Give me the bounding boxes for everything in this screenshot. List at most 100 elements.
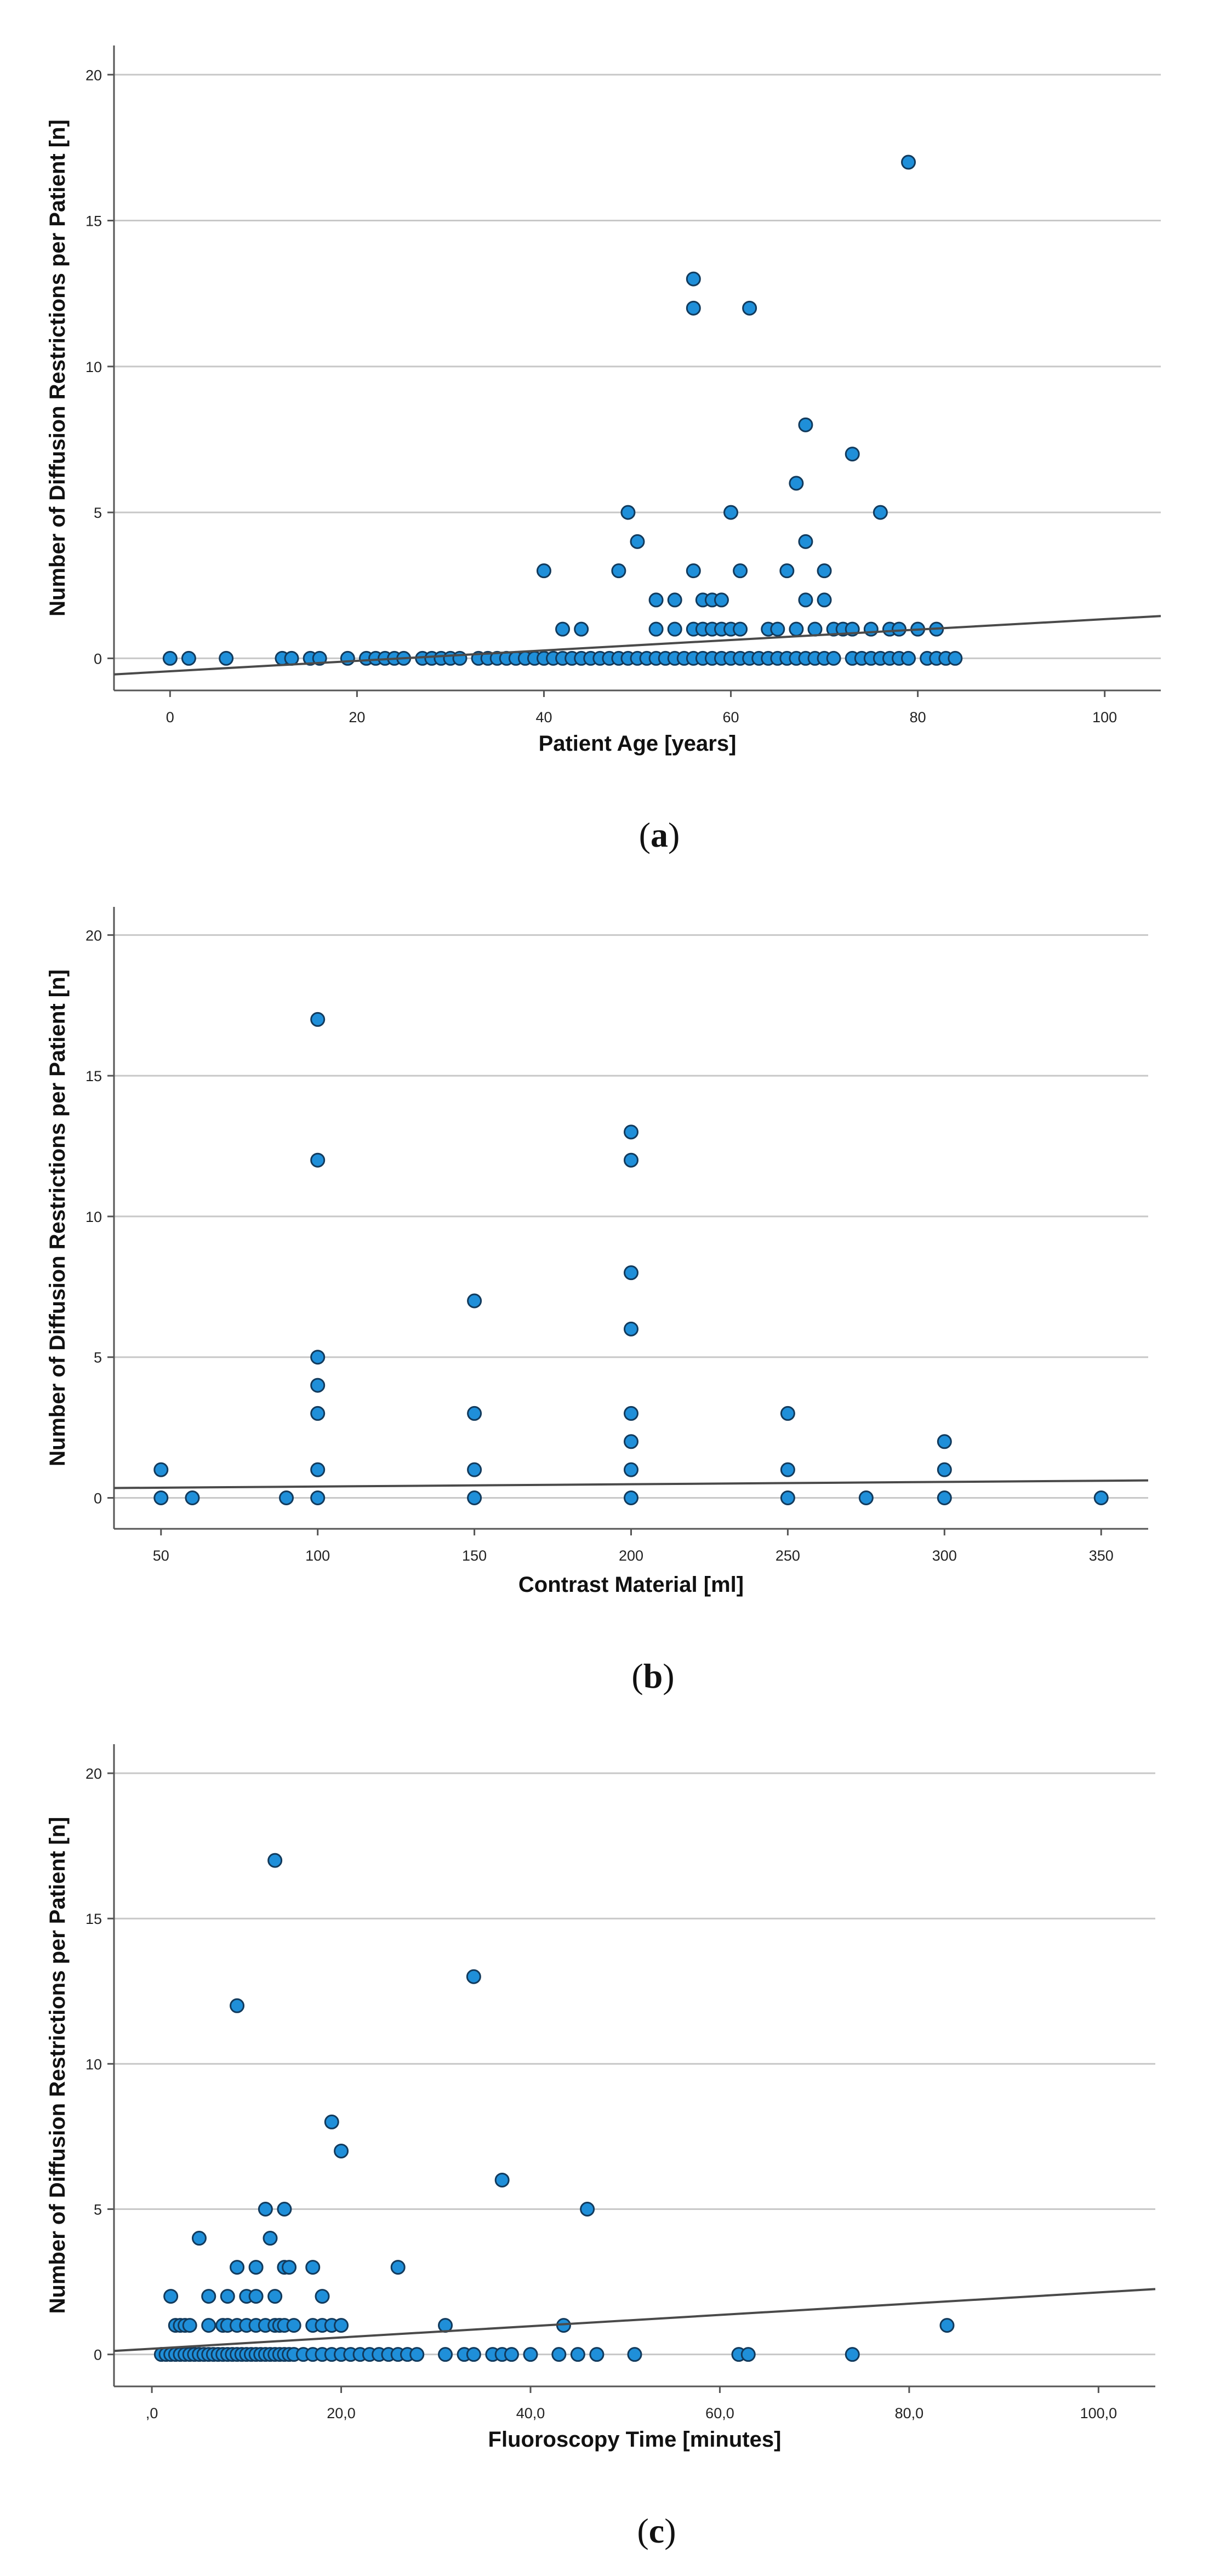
- data-point: [901, 155, 916, 170]
- panel-caption: (c): [637, 2511, 676, 2550]
- data-point: [627, 2347, 642, 2362]
- data-point: [452, 650, 467, 666]
- data-point: [624, 1152, 638, 1168]
- data-point: [624, 1124, 638, 1140]
- data-point: [624, 1406, 638, 1421]
- data-point: [219, 650, 234, 666]
- data-point: [467, 1406, 482, 1421]
- data-point: [624, 1434, 638, 1449]
- x-tick-label: ,0: [146, 2405, 158, 2421]
- data-point: [310, 1490, 326, 1506]
- data-point: [390, 2260, 406, 2275]
- data-point: [798, 592, 813, 608]
- data-point: [409, 2347, 425, 2362]
- data-point: [937, 1462, 952, 1477]
- x-axis-title: Patient Age [years]: [539, 732, 737, 756]
- data-point: [733, 563, 748, 579]
- data-point: [798, 534, 813, 549]
- x-tick-label: 0: [166, 709, 174, 726]
- data-point: [863, 621, 879, 637]
- data-point: [466, 2347, 481, 2362]
- regression-line: [113, 615, 1161, 676]
- panel-caption: (b): [631, 1657, 674, 1695]
- data-point: [770, 621, 785, 637]
- y-tick-label: 0: [94, 2347, 102, 2363]
- y-axis-title: Number of Diffusion Restrictions per Pat…: [45, 119, 70, 616]
- data-point: [817, 592, 832, 608]
- data-point: [504, 2347, 519, 2362]
- x-axis-title: Fluoroscopy Time [minutes]: [488, 2428, 782, 2452]
- data-point: [555, 621, 571, 637]
- regression-line: [113, 2288, 1156, 2352]
- data-point: [248, 2289, 264, 2304]
- data-point: [284, 650, 299, 666]
- data-point: [185, 1490, 200, 1506]
- data-point: [551, 2347, 567, 2362]
- y-tick-label: 10: [85, 359, 102, 375]
- data-point: [892, 621, 906, 637]
- data-point: [286, 2318, 301, 2333]
- data-point: [277, 2202, 292, 2217]
- panel-caption: (a): [639, 815, 680, 854]
- x-tick-label: 200: [619, 1547, 643, 1564]
- data-point: [611, 563, 626, 579]
- data-point: [779, 563, 795, 579]
- data-point: [667, 621, 682, 637]
- data-point: [310, 1350, 326, 1365]
- data-point: [858, 1490, 874, 1506]
- data-point: [191, 2231, 207, 2246]
- data-point: [181, 650, 196, 666]
- data-point: [780, 1462, 795, 1477]
- data-point: [201, 2289, 216, 2304]
- data-point: [153, 1462, 169, 1477]
- data-point: [817, 563, 832, 579]
- x-tick-label: 80: [910, 709, 926, 726]
- data-point: [740, 2347, 756, 2362]
- data-point: [845, 447, 860, 462]
- y-tick-label: 10: [85, 1209, 102, 1225]
- data-point: [667, 592, 682, 608]
- data-point: [937, 1490, 952, 1506]
- chart-panel-a: 0 5 10 15 20 0 20 40 60 80 100 Patient Age [years] N…: [45, 45, 1161, 854]
- regression-line: [113, 1479, 1149, 1489]
- x-tick-label: 100: [1092, 709, 1117, 726]
- y-tick-label: 5: [94, 2202, 102, 2218]
- x-tick-label: 50: [153, 1547, 169, 1564]
- data-point: [624, 1462, 638, 1477]
- data-point: [182, 2318, 197, 2333]
- data-point: [258, 2202, 273, 2217]
- data-point: [334, 2143, 349, 2158]
- y-tick-label: 15: [85, 1068, 102, 1084]
- data-point: [570, 2347, 585, 2362]
- data-point: [826, 650, 841, 666]
- data-point: [310, 1152, 326, 1168]
- data-point: [686, 271, 701, 287]
- y-tick-label: 15: [85, 213, 102, 230]
- data-point: [948, 650, 963, 666]
- data-point: [780, 1490, 795, 1506]
- y-tick-label: 15: [85, 1911, 102, 1927]
- data-point: [624, 1265, 638, 1281]
- x-tick-label: 60,0: [705, 2405, 734, 2421]
- data-point: [438, 2347, 453, 2362]
- data-point: [780, 1406, 795, 1421]
- x-tick-label: 20: [349, 709, 365, 726]
- data-point: [305, 2260, 321, 2275]
- data-point: [723, 505, 739, 520]
- y-tick-label: 0: [94, 1490, 102, 1507]
- data-point: [267, 1853, 283, 1868]
- data-point: [620, 505, 636, 520]
- data-point: [580, 2202, 595, 2217]
- data-point: [789, 621, 804, 637]
- x-tick-label: 100: [305, 1547, 330, 1564]
- data-point: [310, 1378, 326, 1393]
- chart-panel-b: 0 5 10 15 20 50 100 150 200 250 300 350 Contrast Mat…: [45, 907, 1149, 1695]
- data-point: [630, 534, 645, 549]
- x-tick-label: 250: [775, 1547, 800, 1564]
- data-point: [315, 2289, 330, 2304]
- data-point: [798, 417, 813, 432]
- data-point: [807, 621, 823, 637]
- data-point: [467, 1490, 482, 1506]
- data-point: [467, 1293, 482, 1309]
